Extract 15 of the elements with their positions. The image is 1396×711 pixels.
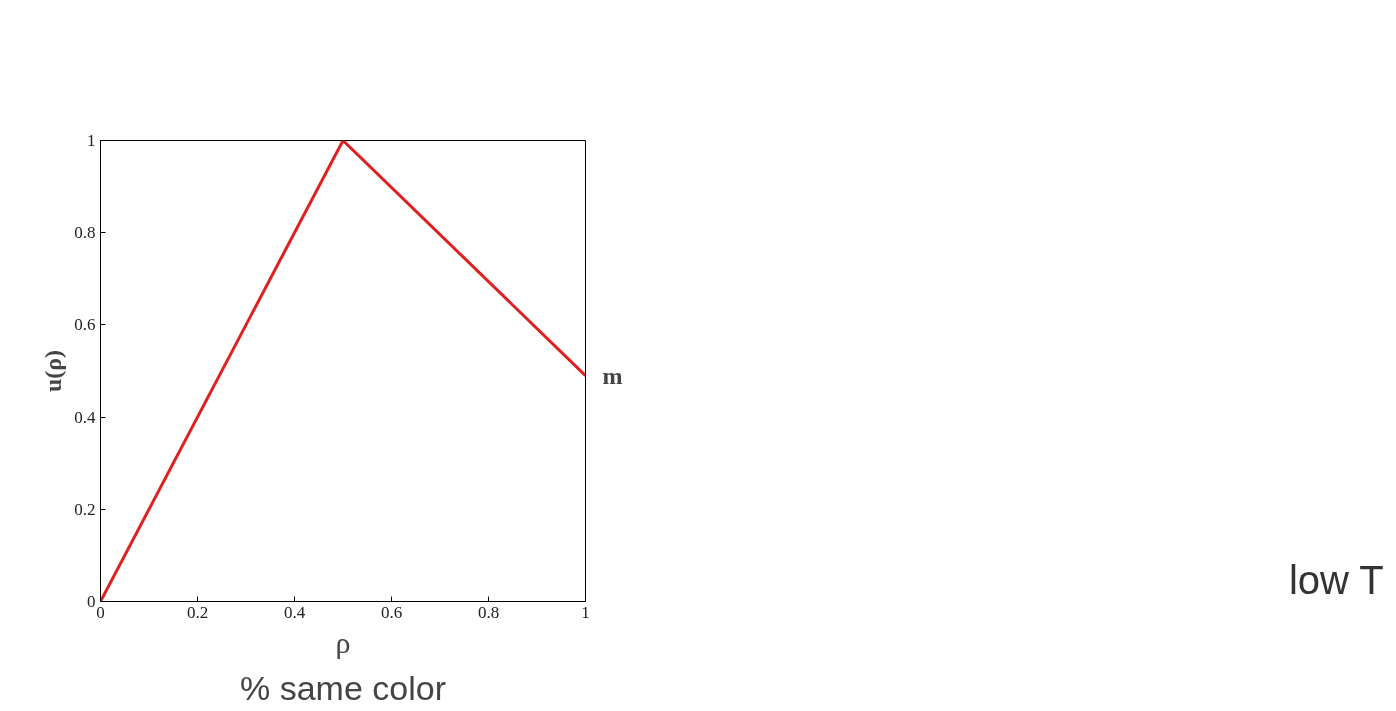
y-tick-label: 0.4: [74, 407, 96, 427]
x-tick-label: 0.2: [186, 602, 209, 622]
x-tick-label: 1: [581, 602, 590, 622]
y-tick-label: 0.8: [74, 223, 96, 243]
y-tick-label: 1: [87, 131, 96, 150]
y-axis-title: u(ρ): [40, 349, 67, 393]
x-axis-title: ρ: [335, 625, 351, 659]
annotation: m: [602, 362, 623, 389]
y-tick-label: 0.2: [74, 499, 96, 519]
x-tick-label: 0.6: [380, 602, 403, 622]
y-tick-label: 0.6: [74, 315, 96, 335]
text: low T: [1288, 557, 1384, 602]
text: % same color: [240, 668, 446, 707]
x-tick-label: 0.8: [477, 602, 500, 622]
x-tick-label: 0.4: [283, 602, 306, 622]
